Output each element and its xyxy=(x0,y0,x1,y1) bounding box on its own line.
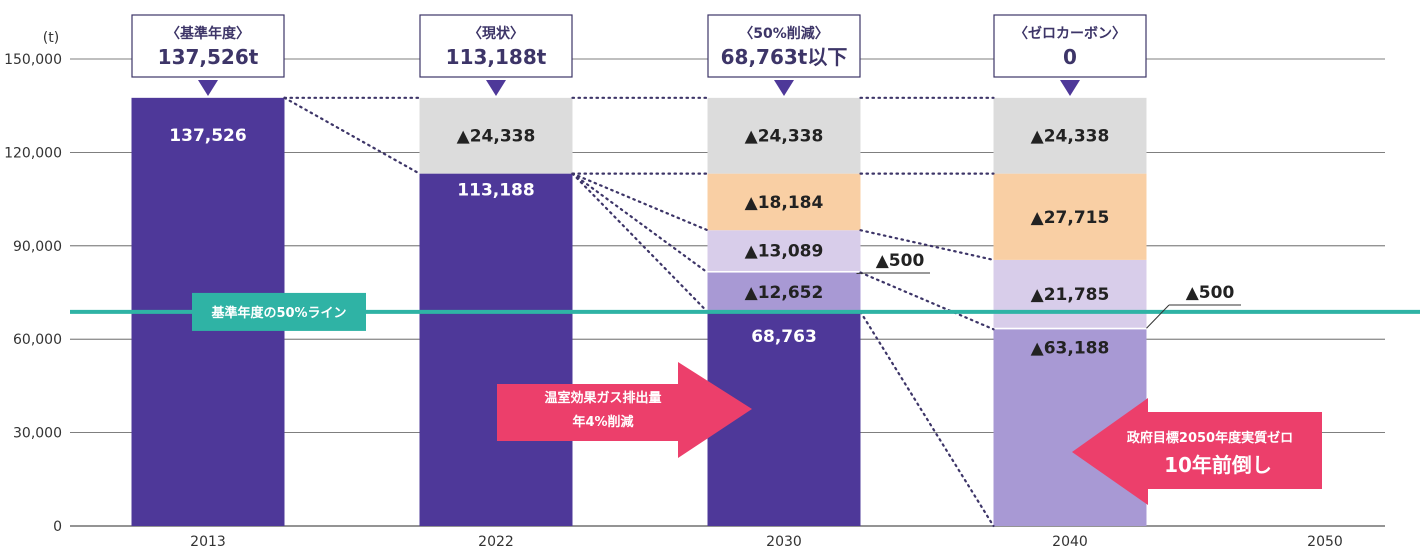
callout-box xyxy=(419,14,573,78)
x-tick-label: 2030 xyxy=(766,534,802,550)
callout-value: 137,526t xyxy=(158,45,259,69)
y-tick-label: 0 xyxy=(53,519,62,535)
callout-heading: 〈50%削減〉 xyxy=(739,25,829,42)
bar-segment xyxy=(707,272,861,312)
side-label: ▲500 xyxy=(876,251,925,271)
callout-heading: 〈ゼロカーボン〉 xyxy=(1014,25,1126,42)
y-tick-label: 60,000 xyxy=(13,332,62,348)
bar-segment xyxy=(707,270,861,273)
segment-label: ▲24,338 xyxy=(1031,127,1110,147)
callout-box xyxy=(993,14,1147,78)
y-tick-label: 150,000 xyxy=(4,52,62,68)
reference-line-group: 基準年度の50%ライン xyxy=(70,292,1420,331)
callout-box xyxy=(131,14,285,78)
leader-line xyxy=(1146,304,1170,329)
y-unit-label: (t) xyxy=(43,30,59,46)
annotation-arrow-right xyxy=(497,362,752,458)
y-tick-label: 30,000 xyxy=(13,426,62,442)
y-tick-label: 120,000 xyxy=(4,145,62,161)
leader-line xyxy=(856,272,867,275)
x-tick-label: 2050 xyxy=(1307,534,1343,550)
x-tick-label: 2040 xyxy=(1052,534,1088,550)
reference-line-badge xyxy=(192,292,366,331)
dotted-connector xyxy=(571,172,709,274)
callouts: 〈基準年度〉 137,526t 〈現状〉 113,188t 〈50%削減〉 68,763t… xyxy=(131,14,1147,96)
bar-segment xyxy=(993,97,1147,174)
segment-label: ▲13,089 xyxy=(745,242,824,262)
segment-label: 68,763 xyxy=(751,327,817,347)
y-tick-label: 90,000 xyxy=(13,239,62,255)
segment-label: 137,526 xyxy=(169,126,246,146)
bar-segment xyxy=(707,173,861,231)
dotted-connectors xyxy=(283,96,995,528)
segment-label: ▲63,188 xyxy=(1031,338,1110,358)
callout-box xyxy=(707,14,861,78)
bar-segment xyxy=(993,327,1147,330)
callout-pointer xyxy=(774,80,794,96)
x-tick-label: 2013 xyxy=(190,534,226,550)
segment-label: ▲24,338 xyxy=(745,127,824,147)
dotted-connector xyxy=(283,96,421,175)
annotation-text: 政府目標2050年度実質ゼロ xyxy=(1127,430,1293,446)
dotted-connector xyxy=(859,229,995,261)
callout-pointer xyxy=(486,80,506,96)
segment-label: ▲24,338 xyxy=(457,127,536,147)
bar-segment xyxy=(419,173,573,526)
annotation-arrow-left xyxy=(1072,398,1322,505)
bar-segment xyxy=(419,97,573,174)
bar-segment xyxy=(707,97,861,174)
segment-label: ▲21,785 xyxy=(1031,285,1110,305)
callout-value: 0 xyxy=(1063,45,1077,69)
callout-heading: 〈基準年度〉 xyxy=(166,25,250,42)
dotted-connector xyxy=(571,172,709,314)
side-label: ▲500 xyxy=(1186,283,1235,303)
segment-label: ▲12,652 xyxy=(745,283,824,303)
segment-label: 113,188 xyxy=(457,181,534,201)
callout-pointer xyxy=(1060,80,1080,96)
segment-labels: 137,526 113,188 ▲24,338 68,763 ▲12,652 ▲13,08… xyxy=(169,126,1241,358)
callout-pointer xyxy=(198,80,218,96)
reference-line-label: 基準年度の50%ライン xyxy=(210,305,346,321)
dotted-connector xyxy=(571,172,709,232)
annotation-text: 10年前倒し xyxy=(1164,453,1272,477)
segment-label: ▲18,184 xyxy=(745,193,824,213)
bar-segment xyxy=(707,230,861,271)
annotation-text: 温室効果ガス排出量 xyxy=(544,390,661,406)
bar-segment xyxy=(993,173,1147,260)
segment-label: ▲27,715 xyxy=(1031,208,1110,228)
callout-value: 68,763t以下 xyxy=(721,45,848,69)
x-tick-label: 2022 xyxy=(478,534,514,550)
dotted-connector xyxy=(859,310,995,528)
callout-value: 113,188t xyxy=(446,45,547,69)
dotted-connector xyxy=(859,271,995,331)
callout-heading: 〈現状〉 xyxy=(468,25,524,42)
bar-segment xyxy=(993,259,1147,328)
annotation-text: 年4%削減 xyxy=(572,414,633,430)
